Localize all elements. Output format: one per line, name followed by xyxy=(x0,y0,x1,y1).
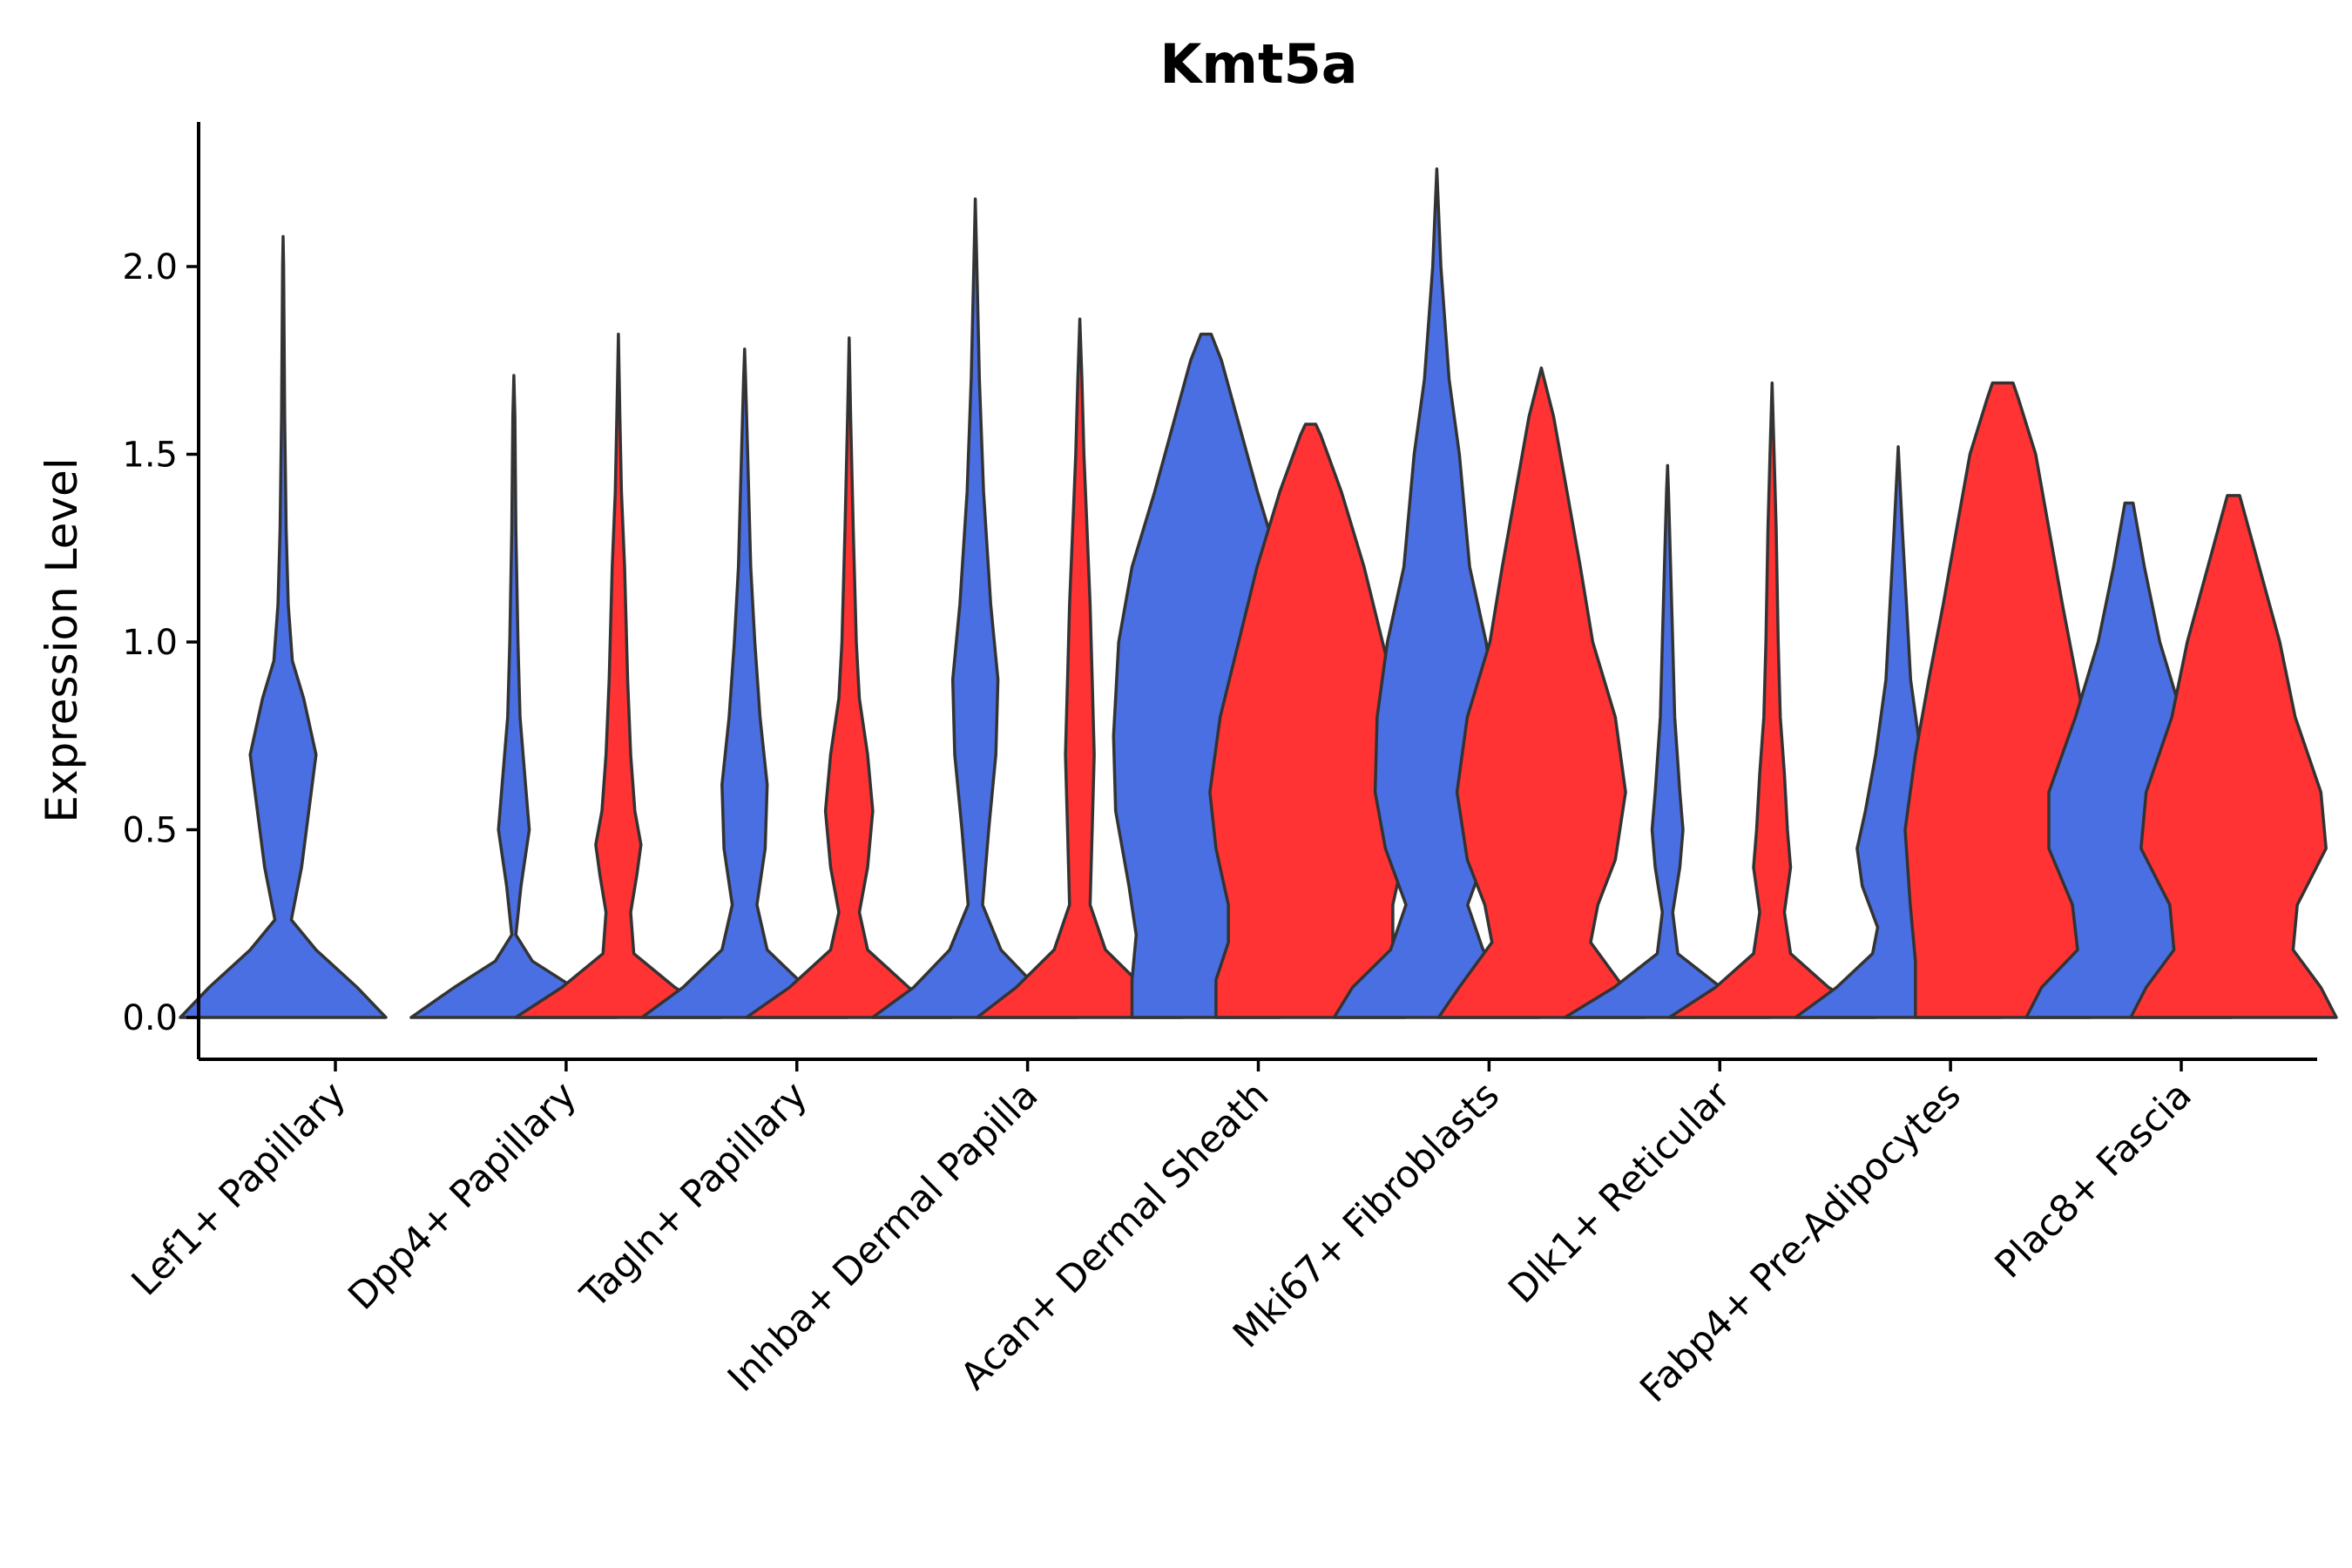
x-tick-label: Plac8+ Fascia xyxy=(1987,1073,2200,1287)
y-tick-label: 1.0 xyxy=(122,623,178,663)
violin-acan-dermal-sheath-2 xyxy=(1208,422,1413,1019)
x-tick-label: Tagln+ Papillary xyxy=(572,1073,816,1317)
violin-layer xyxy=(179,167,2338,1019)
y-axis: 0.0 0.5 1.0 1.5 2.0 xyxy=(122,122,200,1059)
violin-tagln-papillary-2 xyxy=(745,336,954,1019)
x-tick-label: Dpp4+ Papillary xyxy=(340,1073,585,1318)
y-axis-label: Expression Level xyxy=(37,457,87,822)
x-tick-label: Mki67+ Fibroblasts xyxy=(1225,1073,1508,1356)
x-tick-label: Lef1+ Papillary xyxy=(124,1073,355,1304)
violin-tagln-papillary-1 xyxy=(640,348,849,1019)
violin-mki67-fibroblasts-2 xyxy=(1436,366,1646,1019)
violin-inhba-dermal-papilla-2 xyxy=(975,317,1185,1019)
violin-plac8-fascia-2 xyxy=(2129,494,2338,1019)
x-tick-label: Dlk1+ Reticular xyxy=(1500,1073,1739,1312)
y-tick-label: 2.0 xyxy=(122,247,178,287)
violin-lef1-papillary-1 xyxy=(179,234,388,1019)
violin-dpp4-papillary-1 xyxy=(409,374,618,1019)
violin-dlk1-reticular-2 xyxy=(1667,381,1877,1019)
violin-dpp4-papillary-2 xyxy=(514,332,723,1019)
y-tick-label: 1.5 xyxy=(122,436,178,476)
y-tick-label: 0.5 xyxy=(122,811,178,851)
violin-dlk1-reticular-1 xyxy=(1563,463,1773,1019)
y-tick-label: 0.0 xyxy=(122,998,178,1038)
chart-title: Kmt5a xyxy=(1159,32,1357,96)
violin-fabp4-pre-adipocytes-2 xyxy=(1903,381,2102,1019)
violin-inhba-dermal-papilla-1 xyxy=(870,197,1080,1019)
